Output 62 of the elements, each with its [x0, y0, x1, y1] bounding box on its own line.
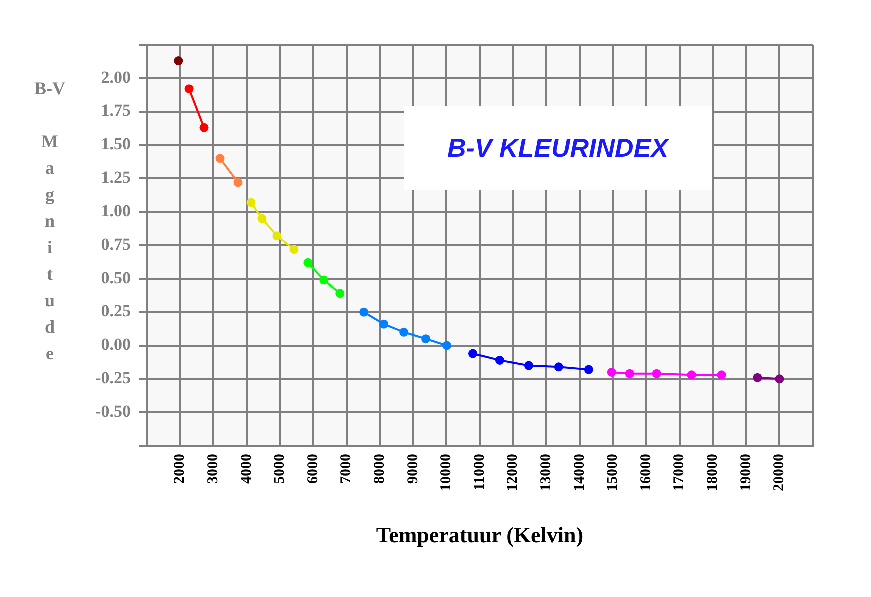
point [775, 374, 784, 384]
point [584, 365, 594, 374]
y-tick-label: 0.75 [101, 234, 131, 254]
y-tick-label: 1.75 [101, 101, 131, 120]
point [184, 84, 194, 94]
x-tick-label: 11000 [472, 454, 488, 491]
point [320, 276, 329, 285]
x-tick-label: 18000 [704, 454, 721, 492]
point [625, 369, 634, 378]
point [246, 198, 256, 208]
point [524, 361, 534, 370]
point [336, 289, 345, 298]
point [468, 349, 478, 358]
x-tick-label: 5000 [272, 454, 288, 484]
x-tick-label: 7000 [338, 454, 355, 484]
x-tick-label: 17000 [672, 454, 688, 492]
y-tick-label: 2.00 [101, 68, 131, 87]
x-tick-label: 9000 [405, 454, 422, 484]
x-tick-label: 10000 [438, 454, 455, 492]
x-tick-label: 6000 [305, 454, 322, 484]
y-tick-label: -0.25 [96, 368, 131, 388]
x-tick-label: 19000 [738, 454, 754, 492]
point [360, 308, 369, 317]
point [400, 328, 409, 337]
title-panel: B-V KLEURINDEX [404, 106, 712, 190]
point [442, 341, 452, 350]
x-axis-title: Temperatuur (Kelvin) [376, 522, 584, 548]
point [174, 56, 184, 66]
x-tick-label: 14000 [572, 454, 588, 492]
text: B-V Magnitude [34, 78, 66, 364]
point [290, 245, 299, 254]
y-tick-label: 0.50 [101, 268, 131, 288]
point [753, 373, 762, 382]
y-tick-label: 0.00 [101, 335, 131, 354]
point [422, 334, 431, 344]
y-tick-label: 1.50 [101, 134, 131, 154]
x-tick-label: 8000 [372, 454, 388, 484]
x-tick-label: 4000 [238, 454, 255, 484]
y-tick-label: -0.50 [96, 402, 131, 421]
x-tick-label: 15000 [605, 454, 622, 492]
x-tick-label: 12000 [505, 454, 522, 492]
x-tick-label: 2000 [172, 454, 188, 484]
point [652, 369, 662, 378]
point [380, 320, 389, 329]
x-tick-label: 16000 [638, 454, 654, 492]
point [234, 178, 243, 188]
point [554, 362, 564, 372]
y-tick-label: 1.00 [101, 201, 131, 220]
y-tick-label: 0.25 [101, 302, 131, 321]
x-tick-label: 3000 [205, 454, 222, 484]
point [687, 370, 696, 380]
point [200, 123, 209, 132]
x-tick-label: 13000 [538, 454, 554, 492]
point [258, 214, 267, 224]
x-tick-label: 20000 [772, 454, 788, 492]
point [304, 258, 313, 268]
point [495, 356, 504, 365]
point [717, 370, 726, 380]
point [607, 368, 616, 377]
point [216, 154, 225, 164]
point [272, 232, 282, 241]
y-tick-label: 1.25 [101, 168, 131, 188]
